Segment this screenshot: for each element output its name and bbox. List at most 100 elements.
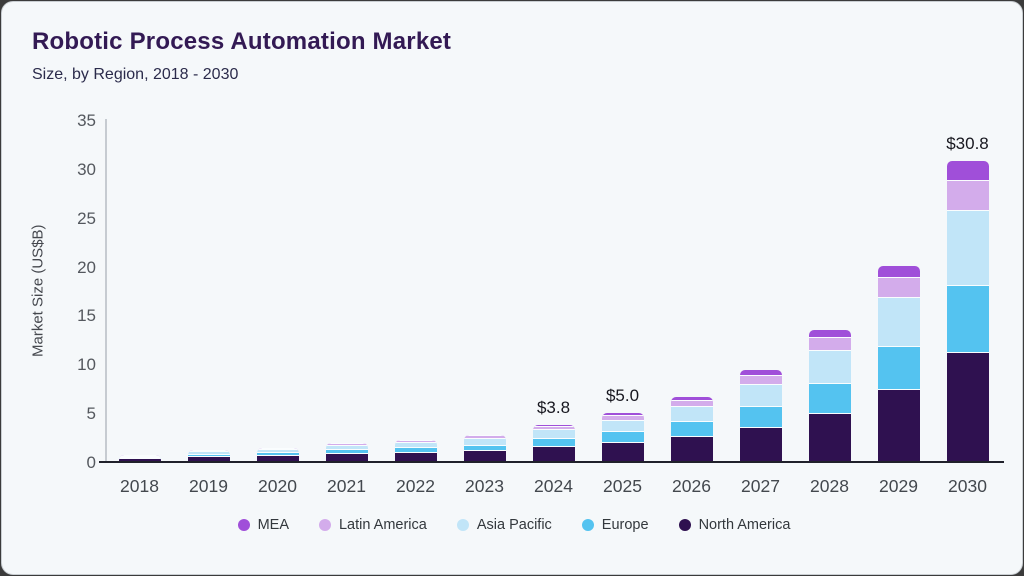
bar-segment-2018-mea bbox=[118, 454, 161, 456]
legend-dot-icon bbox=[678, 519, 691, 531]
bar-segment-2030-latin-america bbox=[946, 180, 989, 211]
bar-segment-2029-europe bbox=[877, 346, 920, 390]
bar-2030 bbox=[946, 161, 989, 462]
bar-segment-2021-mea bbox=[325, 443, 368, 445]
bar-segment-2019-mea bbox=[187, 450, 230, 452]
chart-column-2025: $5.0 2025 bbox=[588, 120, 657, 496]
x-tick-label-2022: 2022 bbox=[396, 476, 435, 496]
y-tick-label: 5 bbox=[86, 404, 96, 424]
bar-segment-2022-asia-pacific bbox=[394, 442, 437, 449]
bar-segment-2021-north-america bbox=[325, 454, 368, 462]
bar-segment-2023-latin-america bbox=[463, 436, 506, 439]
bar-segment-2018-asia-pacific bbox=[118, 456, 161, 458]
bar-2023 bbox=[463, 434, 506, 462]
x-tick-label-2020: 2020 bbox=[258, 476, 297, 496]
bar-segment-2025-asia-pacific bbox=[601, 420, 644, 433]
bar-segment-2027-north-america bbox=[739, 428, 782, 462]
legend-item-latin-america: Latin America bbox=[318, 517, 427, 533]
y-tick-label: 30 bbox=[77, 159, 96, 179]
bar-2020 bbox=[256, 448, 299, 462]
bar-segment-2019-asia-pacific bbox=[187, 452, 230, 455]
bar-segment-2019-latin-america bbox=[187, 451, 230, 453]
chart-column-2030: $30.8 2030 bbox=[933, 120, 1002, 496]
plot-area: 2018 2019 2020 2021 2022 2023 $3.8 2024 $5.0 2025… bbox=[105, 120, 1002, 496]
chart-legend: MEA Latin America Asia Pacific Europe North … bbox=[2, 517, 1022, 533]
bar-segment-2026-europe bbox=[670, 422, 713, 437]
legend-item-europe: Europe bbox=[581, 517, 649, 533]
bar-segment-2019-europe bbox=[187, 454, 230, 458]
legend-label: North America bbox=[698, 517, 791, 533]
bar-segment-2028-mea bbox=[808, 330, 851, 339]
y-tick-label: 25 bbox=[77, 208, 96, 228]
bar-2022 bbox=[394, 439, 437, 462]
legend-item-north-america: North America bbox=[678, 517, 791, 533]
chart-column-2019: 2019 bbox=[174, 120, 243, 496]
legend-item-mea: MEA bbox=[237, 517, 289, 533]
bar-2029 bbox=[877, 265, 920, 462]
bar-segment-2028-latin-america bbox=[808, 338, 851, 351]
bar-2025 bbox=[601, 413, 644, 462]
bar-segment-2020-latin-america bbox=[256, 449, 299, 450]
bar-segment-2021-asia-pacific bbox=[325, 445, 368, 451]
legend-label: Asia Pacific bbox=[476, 517, 552, 533]
chart-column-2022: 2022 bbox=[381, 120, 450, 496]
bar-segment-2022-latin-america bbox=[394, 440, 437, 443]
bar-segment-2026-north-america bbox=[670, 436, 713, 462]
bar-segment-2027-latin-america bbox=[739, 376, 782, 385]
chart-column-2028: 2028 bbox=[795, 120, 864, 496]
bar-segment-2028-north-america bbox=[808, 413, 851, 462]
x-tick-label-2027: 2027 bbox=[741, 476, 780, 496]
chart-column-2026: 2026 bbox=[657, 120, 726, 496]
bar-segment-2022-europe bbox=[394, 448, 437, 453]
bar-segment-2026-mea bbox=[670, 396, 713, 401]
chart-column-2018: 2018 bbox=[105, 120, 174, 496]
bar-value-label-2025: $5.0 bbox=[605, 386, 640, 406]
bar-segment-2030-mea bbox=[946, 161, 989, 181]
bar-segment-2024-asia-pacific bbox=[532, 430, 575, 440]
y-tick-label: 0 bbox=[86, 453, 96, 472]
y-tick-label: 35 bbox=[77, 111, 96, 130]
y-tick-label: 10 bbox=[77, 355, 96, 375]
bar-segment-2019-north-america bbox=[187, 457, 230, 462]
bar-segment-2018-europe bbox=[118, 457, 161, 460]
x-tick-label-2025: 2025 bbox=[603, 476, 642, 496]
bar-segment-2028-asia-pacific bbox=[808, 350, 851, 384]
legend-dot-icon bbox=[456, 519, 469, 531]
chart-column-2020: 2020 bbox=[243, 120, 312, 496]
bar-segment-2024-latin-america bbox=[532, 426, 575, 431]
bar-segment-2020-north-america bbox=[256, 455, 299, 462]
bar-segment-2024-north-america bbox=[532, 447, 575, 462]
bar-segment-2025-latin-america bbox=[601, 416, 644, 421]
bar-2026 bbox=[670, 396, 713, 462]
bar-segment-2023-asia-pacific bbox=[463, 438, 506, 446]
bar-segment-2024-europe bbox=[532, 439, 575, 448]
x-tick-label-2026: 2026 bbox=[672, 476, 711, 496]
chart-column-2021: 2021 bbox=[312, 120, 381, 496]
y-axis-line bbox=[105, 119, 107, 462]
bar-2027 bbox=[739, 370, 782, 462]
bar-segment-2029-mea bbox=[877, 265, 920, 279]
legend-dot-icon bbox=[318, 519, 331, 531]
bar-segment-2025-mea bbox=[601, 413, 644, 417]
y-tick-label: 20 bbox=[77, 257, 96, 277]
legend-label: Europe bbox=[601, 517, 649, 533]
x-tick-label-2028: 2028 bbox=[810, 476, 849, 496]
bar-segment-2030-europe bbox=[946, 286, 989, 353]
page-title: Robotic Process Automation Market bbox=[32, 28, 452, 55]
x-tick-label-2018: 2018 bbox=[120, 476, 159, 496]
bar-segment-2025-north-america bbox=[601, 442, 644, 462]
chart-column-2027: 2027 bbox=[726, 120, 795, 496]
bar-segment-2020-asia-pacific bbox=[256, 450, 299, 454]
x-tick-label-2024: 2024 bbox=[534, 476, 573, 496]
bar-segment-2023-mea bbox=[463, 434, 506, 437]
bar-2028 bbox=[808, 330, 851, 462]
bar-segment-2021-latin-america bbox=[325, 444, 368, 446]
bar-segment-2020-europe bbox=[256, 453, 299, 456]
bar-segment-2029-asia-pacific bbox=[877, 297, 920, 347]
bar-segment-2030-asia-pacific bbox=[946, 210, 989, 287]
legend-label: Latin America bbox=[338, 517, 427, 533]
bar-2019 bbox=[187, 450, 230, 462]
bar-value-label-2030: $30.8 bbox=[946, 134, 989, 154]
x-tick-label-2023: 2023 bbox=[465, 476, 504, 496]
